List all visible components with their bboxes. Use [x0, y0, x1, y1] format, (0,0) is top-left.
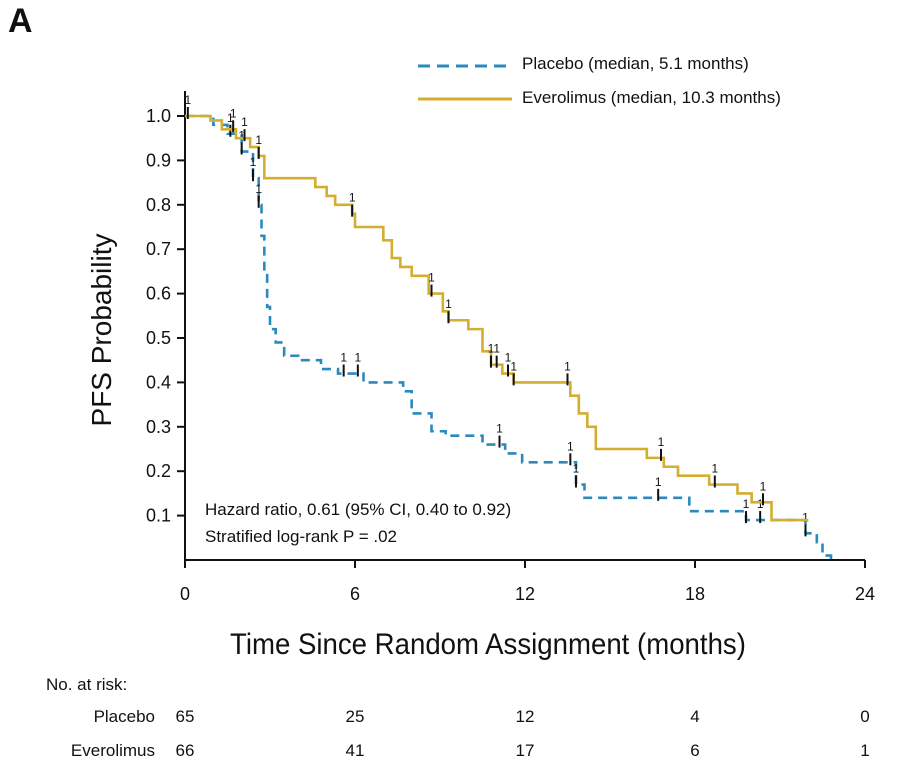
- censor-count: 1: [505, 351, 512, 365]
- y-tick-label: 0.4: [146, 372, 171, 392]
- censor-count: 1: [445, 297, 452, 311]
- at-risk-value: 66: [175, 741, 195, 760]
- censor-count: 1: [238, 129, 245, 143]
- y-tick-label: 0.3: [146, 417, 171, 437]
- x-tick-label: 0: [180, 584, 190, 604]
- at-risk-title: No. at risk:: [46, 675, 128, 694]
- censor-count: 1: [802, 510, 809, 524]
- censor-count: 1: [510, 359, 517, 373]
- censor-count: 1: [743, 497, 750, 511]
- censor-count: 1: [760, 479, 767, 493]
- x-tick-label: 24: [855, 584, 875, 604]
- placebo-curve: [185, 114, 833, 560]
- y-tick-label: 0.8: [146, 195, 171, 215]
- censor-count: 1: [658, 435, 665, 449]
- censor-count: 1: [655, 475, 662, 489]
- censor-count: 1: [184, 93, 191, 107]
- y-tick-label: 0.7: [146, 239, 171, 259]
- censor-count: 1: [227, 111, 234, 125]
- x-tick-label: 12: [515, 584, 535, 604]
- censor-count: 1: [428, 271, 435, 285]
- at-risk-value: 41: [345, 741, 365, 760]
- censor-count: 1: [340, 351, 347, 365]
- at-risk-value: 17: [515, 741, 535, 760]
- legend-label-placebo: Placebo (median, 5.1 months): [522, 54, 749, 73]
- legend-label-everolimus: Everolimus (median, 10.3 months): [522, 88, 781, 107]
- at-risk-value: 4: [690, 707, 700, 726]
- at-risk-value: 65: [175, 707, 195, 726]
- panel-label: A: [8, 2, 33, 40]
- everolimus-curve: [185, 114, 809, 522]
- logrank-annotation: Stratified log-rank P = .02: [205, 527, 397, 546]
- censor-count: 1: [493, 342, 500, 356]
- censor-count: 1: [496, 422, 503, 436]
- censor-count: 1: [757, 497, 764, 511]
- at-risk-label-everolimus: Everolimus: [70, 741, 155, 760]
- censor-count: 1: [573, 462, 580, 476]
- censor-count: 1: [488, 342, 495, 356]
- y-axis-label: PFS Probability: [86, 233, 117, 427]
- at-risk-label-placebo: Placebo: [93, 707, 155, 726]
- y-tick-label: 0.2: [146, 461, 171, 481]
- x-tick-label: 6: [350, 584, 360, 604]
- y-tick-label: 0.1: [146, 506, 171, 526]
- censor-count: 1: [349, 191, 356, 205]
- censor-count: 1: [255, 133, 262, 147]
- x-tick-label: 18: [685, 584, 705, 604]
- at-risk-value: 12: [515, 707, 535, 726]
- x-axis-label: Time Since Random Assignment (months): [230, 628, 746, 661]
- at-risk-value: 25: [345, 707, 365, 726]
- censor-count: 1: [250, 155, 257, 169]
- y-tick-label: 0.9: [146, 150, 171, 170]
- y-tick-label: 1.0: [146, 106, 171, 126]
- censor-count: 1: [564, 359, 571, 373]
- censor-count: 1: [230, 106, 237, 120]
- axes: 0.1 0.2 0.3 0.4 0.5 0.6 0.7 0.8 0.9 1.0 0 6 12 18 24: [146, 91, 875, 604]
- hazard-ratio-annotation: Hazard ratio, 0.61 (95% CI, 0.40 to 0.92…: [205, 500, 512, 519]
- censor-count: 1: [354, 351, 361, 365]
- censor-count: 1: [567, 439, 574, 453]
- y-tick-label: 0.5: [146, 328, 171, 348]
- at-risk-value: 1: [860, 741, 870, 760]
- censor-count: 1: [241, 115, 248, 129]
- y-tick-label: 0.6: [146, 284, 171, 304]
- at-risk-value: 6: [690, 741, 700, 760]
- censor-count: 1: [711, 462, 718, 476]
- censor-count: 1: [255, 182, 262, 196]
- at-risk-value: 0: [860, 707, 870, 726]
- legend: [418, 64, 512, 101]
